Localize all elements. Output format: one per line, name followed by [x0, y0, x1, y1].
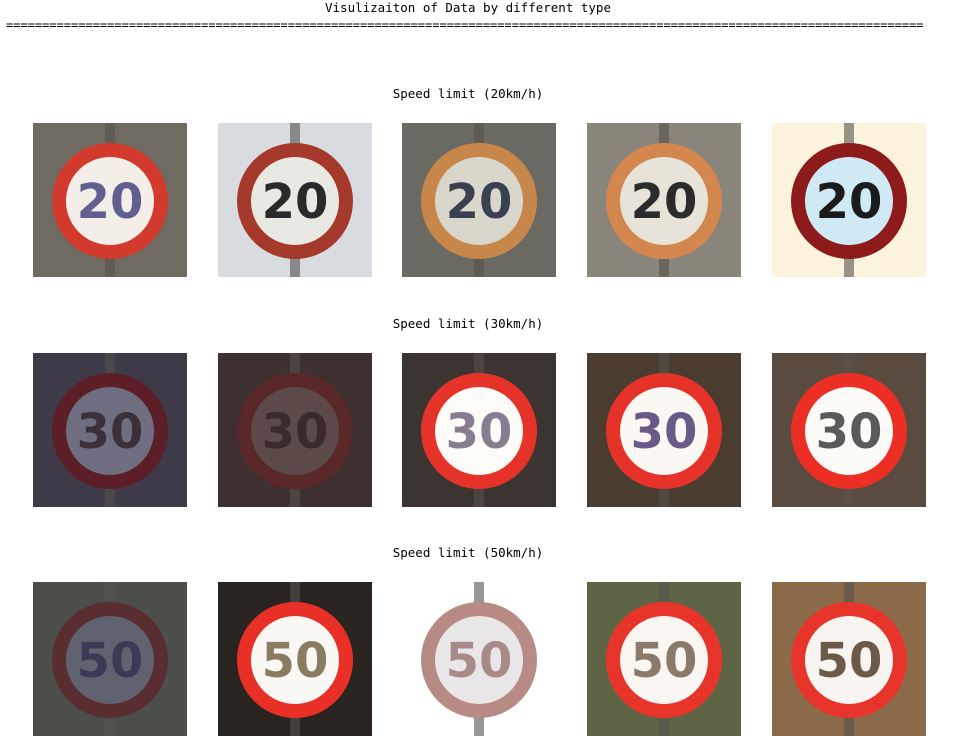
sign-number: 50: [816, 633, 883, 689]
sign-image: 30: [402, 353, 556, 507]
sign-image: 30: [218, 353, 372, 507]
sign-number: 20: [262, 174, 329, 230]
sign-face: [66, 387, 154, 475]
title-underline-rule: ========================================…: [6, 18, 924, 32]
sign-thumbnail: 50: [33, 582, 187, 736]
sign-number: 50: [262, 633, 329, 689]
sign-number: 50: [446, 633, 513, 689]
section-title: Speed limit (50km/h): [392, 545, 544, 560]
sign-thumbnail: 20: [772, 123, 926, 277]
sign-thumbnail: 30: [218, 353, 372, 507]
sign-number: 30: [631, 404, 698, 460]
sign-image: 20: [402, 123, 556, 277]
sign-number: 50: [77, 633, 144, 689]
sign-thumbnail: 50: [772, 582, 926, 736]
sign-face: [620, 387, 708, 475]
sign-thumbnail: 50: [218, 582, 372, 736]
sign-thumbnail: 30: [772, 353, 926, 507]
sign-image: 30: [33, 353, 187, 507]
sign-image: 50: [587, 582, 741, 736]
sign-number: 30: [262, 404, 329, 460]
section-title: Speed limit (30km/h): [392, 316, 544, 331]
sign-number: 20: [816, 174, 883, 230]
sign-number: 50: [631, 633, 698, 689]
sign-image: 30: [587, 353, 741, 507]
sign-thumbnail: 20: [33, 123, 187, 277]
sign-face: [66, 157, 154, 245]
sign-number: 20: [446, 174, 513, 230]
section-title: Speed limit (20km/h): [392, 86, 544, 101]
sign-image: 50: [218, 582, 372, 736]
sign-number: 30: [77, 404, 144, 460]
sign-thumbnail: 20: [218, 123, 372, 277]
sign-number: 30: [446, 404, 513, 460]
sign-image: 20: [772, 123, 926, 277]
visualization-title: Visulizaiton of Data by different type: [325, 0, 611, 15]
sign-image: 20: [33, 123, 187, 277]
sign-number: 20: [77, 174, 144, 230]
sign-face: [805, 157, 893, 245]
sign-face: [435, 157, 523, 245]
sign-image: 50: [33, 582, 187, 736]
sign-number: 20: [631, 174, 698, 230]
sign-image: 30: [772, 353, 926, 507]
sign-image: 50: [402, 582, 556, 736]
sign-number: 30: [816, 404, 883, 460]
sign-thumbnail: 20: [402, 123, 556, 277]
sign-thumbnail: 30: [402, 353, 556, 507]
sign-face: [620, 157, 708, 245]
sign-thumbnail: 30: [587, 353, 741, 507]
sign-face: [805, 387, 893, 475]
sign-face: [251, 157, 339, 245]
sign-face: [435, 387, 523, 475]
sign-image: 20: [587, 123, 741, 277]
sign-thumbnail: 50: [402, 582, 556, 736]
sign-thumbnail: 50: [587, 582, 741, 736]
sign-thumbnail: 20: [587, 123, 741, 277]
sign-image: 50: [772, 582, 926, 736]
sign-image: 20: [218, 123, 372, 277]
sign-face: [251, 387, 339, 475]
sign-thumbnail: 30: [33, 353, 187, 507]
